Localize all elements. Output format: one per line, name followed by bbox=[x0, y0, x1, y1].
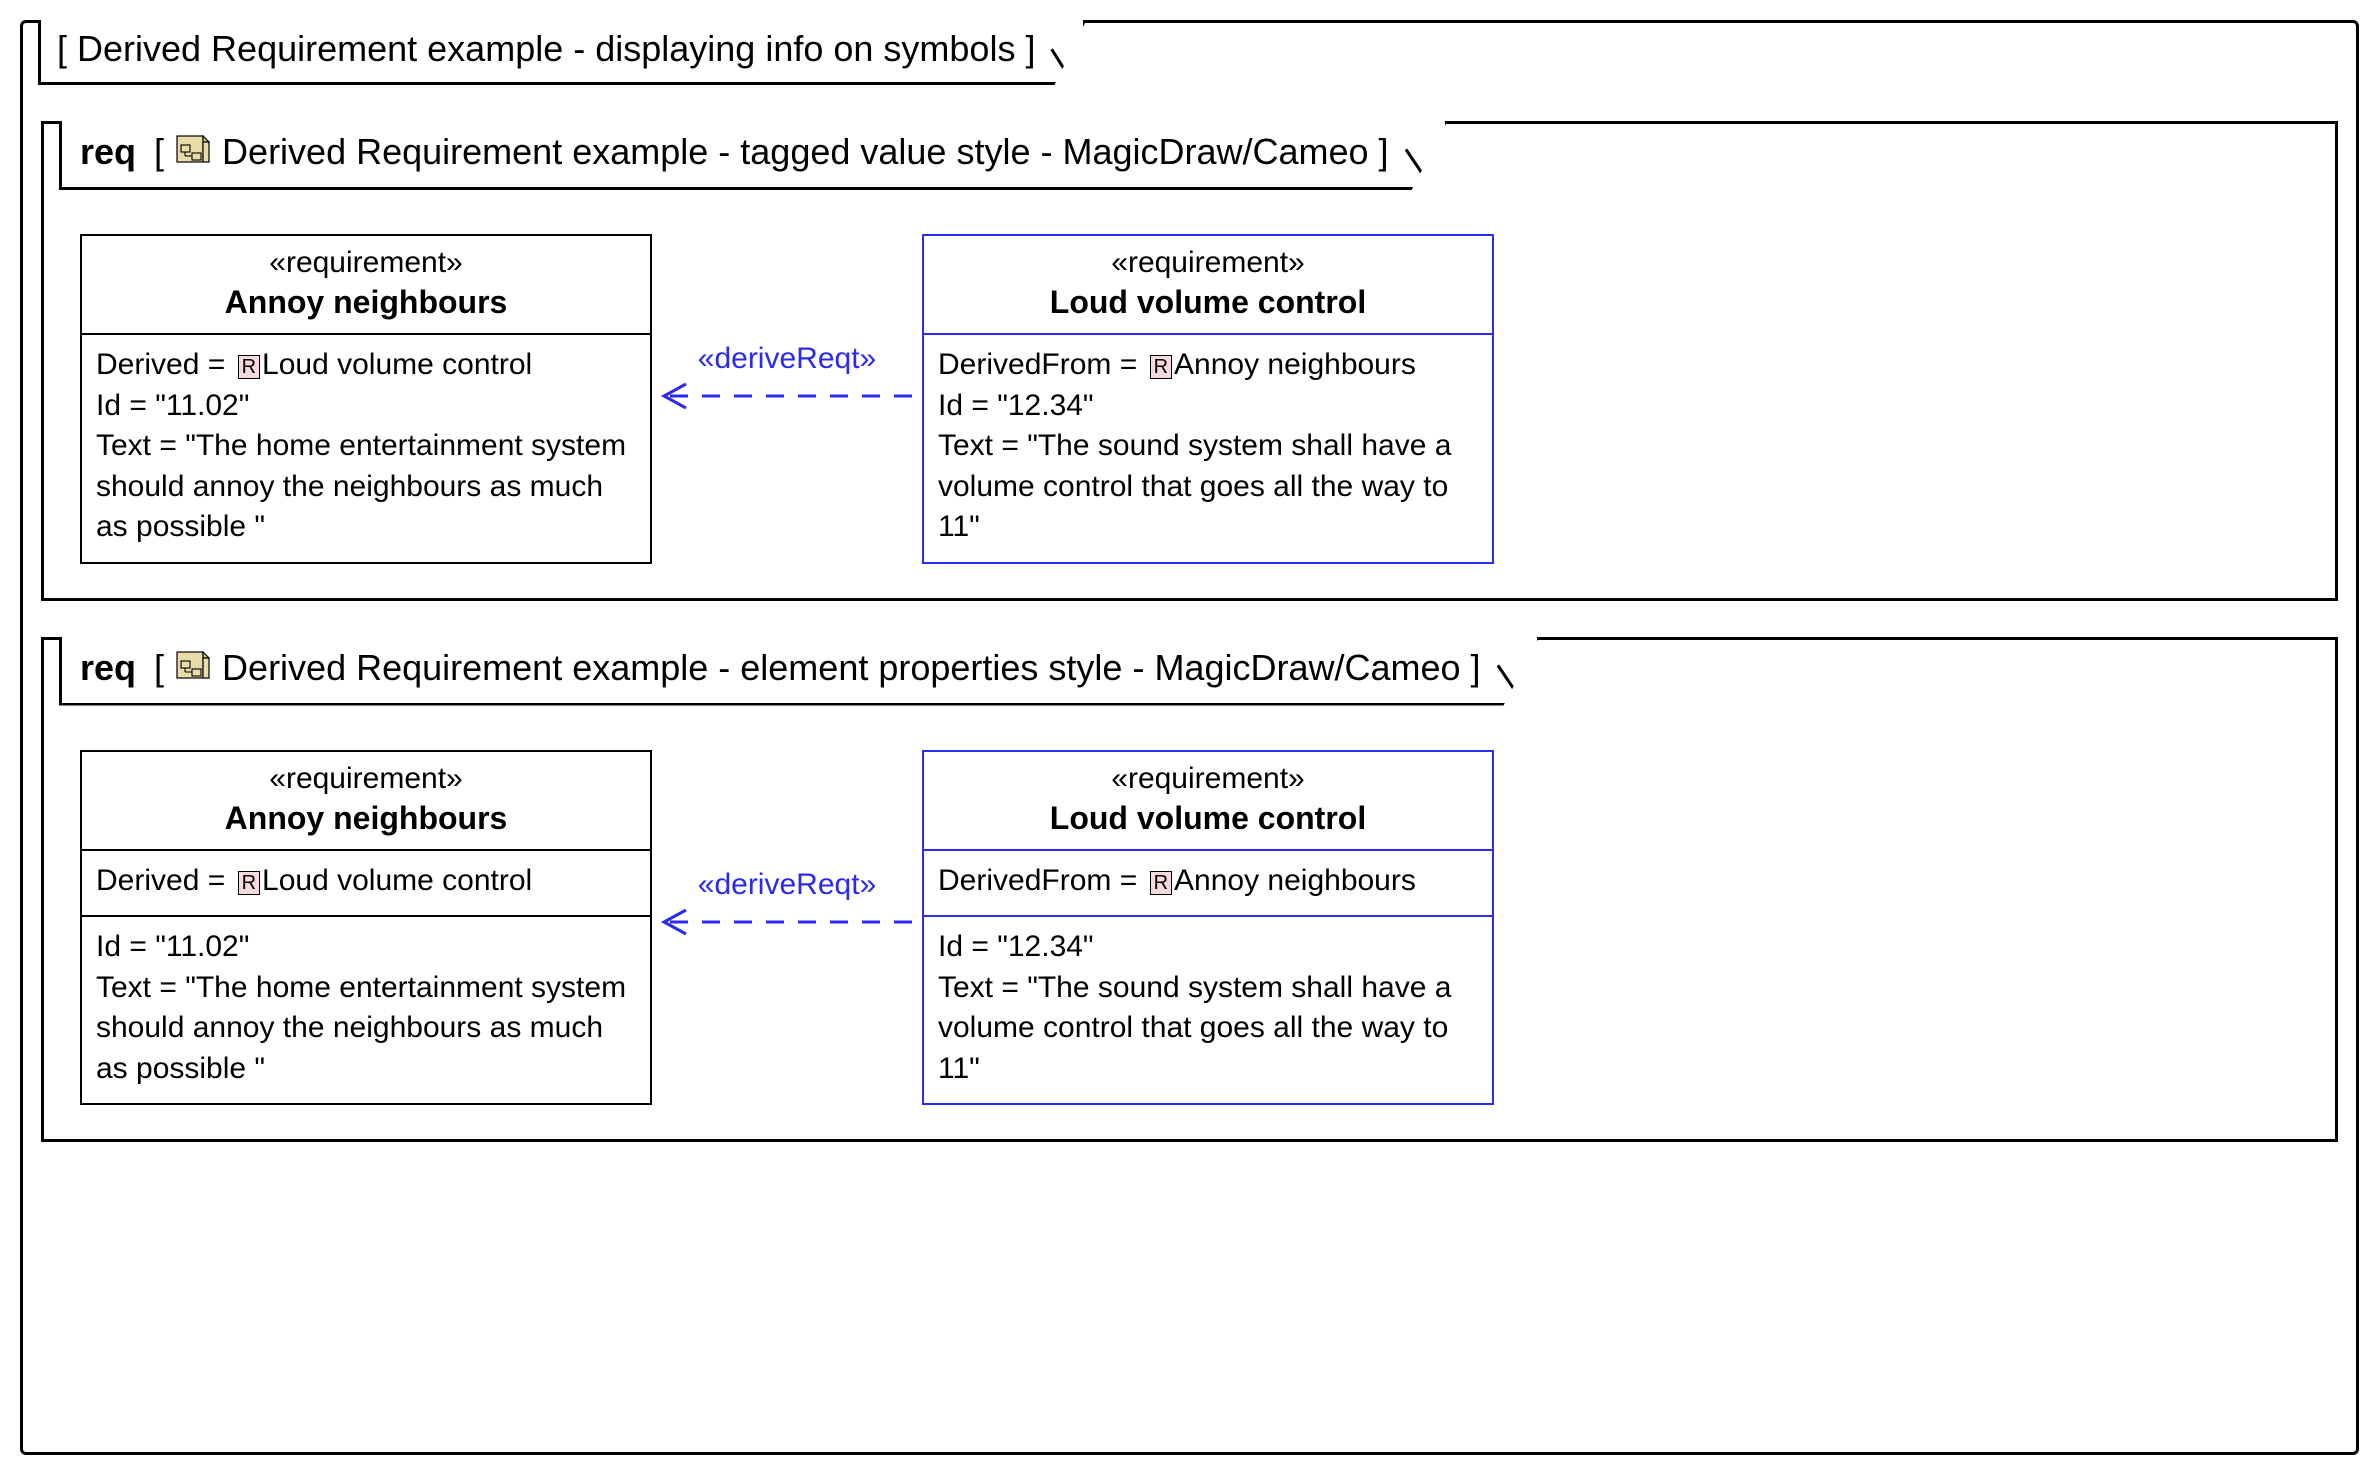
bracket: [ bbox=[154, 131, 164, 173]
requirement-box-left: «requirement» Annoy neighbours Derived =… bbox=[80, 234, 652, 564]
outer-frame-title: [ Derived Requirement example - displayi… bbox=[57, 28, 1035, 69]
property-line: Text = "The home entertainment system sh… bbox=[96, 426, 636, 548]
diagram-title: Derived Requirement example - tagged val… bbox=[222, 131, 1389, 173]
requirement-badge-icon: R bbox=[238, 355, 260, 379]
panels-host: req [ Derived Requirement example - tagg… bbox=[41, 121, 2338, 1142]
property-line: DerivedFrom = RAnnoy neighbours bbox=[938, 861, 1478, 902]
requirement-name: Loud volume control bbox=[932, 284, 1484, 321]
diagram-kind-label: req bbox=[80, 647, 136, 689]
derive-connector: «deriveReqt» bbox=[652, 750, 922, 1106]
property-line: Text = "The sound system shall have a vo… bbox=[938, 968, 1478, 1090]
stereotype-label: «requirement» bbox=[932, 246, 1484, 280]
requirement-name: Loud volume control bbox=[932, 800, 1484, 837]
requirement-badge-icon: R bbox=[1150, 355, 1172, 379]
bracket: [ bbox=[154, 647, 164, 689]
property-line: Id = "11.02" bbox=[96, 927, 636, 968]
property-line: Derived = RLoud volume control bbox=[96, 861, 636, 902]
package-icon bbox=[176, 135, 210, 169]
req-diagram-frame: req [ Derived Requirement example - tagg… bbox=[41, 121, 2338, 601]
stereotype-label: «requirement» bbox=[90, 762, 642, 796]
requirement-header: «requirement» Loud volume control bbox=[924, 236, 1492, 335]
diagram-body: «requirement» Annoy neighbours Derived =… bbox=[62, 706, 2317, 1116]
requirement-header: «requirement» Annoy neighbours bbox=[82, 236, 650, 335]
requirement-box-left: «requirement» Annoy neighbours Derived =… bbox=[80, 750, 652, 1106]
requirement-section: Derived = RLoud volume controlId = "11.0… bbox=[82, 335, 650, 562]
property-line: Id = "11.02" bbox=[96, 386, 636, 427]
property-line: Text = "The home entertainment system sh… bbox=[96, 968, 636, 1090]
requirement-name: Annoy neighbours bbox=[90, 284, 642, 321]
property-line: Text = "The sound system shall have a vo… bbox=[938, 426, 1478, 548]
connector-label: «deriveReqt» bbox=[652, 342, 922, 376]
diagram-kind-label: req bbox=[80, 131, 136, 173]
requirement-section: DerivedFrom = RAnnoy neighboursId = "12.… bbox=[924, 335, 1492, 562]
diagram-title: Derived Requirement example - element pr… bbox=[222, 647, 1481, 689]
property-line: Id = "12.34" bbox=[938, 386, 1478, 427]
stereotype-label: «requirement» bbox=[932, 762, 1484, 796]
requirement-section: Id = "12.34"Text = "The sound system sha… bbox=[924, 915, 1492, 1103]
req-diagram-frame: req [ Derived Requirement example - elem… bbox=[41, 637, 2338, 1143]
outer-frame-tab: [ Derived Requirement example - displayi… bbox=[38, 20, 1086, 85]
connector-label: «deriveReqt» bbox=[652, 868, 922, 902]
stereotype-label: «requirement» bbox=[90, 246, 642, 280]
requirement-badge-icon: R bbox=[1150, 871, 1172, 895]
property-line: Id = "12.34" bbox=[938, 927, 1478, 968]
connector-arrow-icon bbox=[652, 384, 922, 386]
requirement-header: «requirement» Loud volume control bbox=[924, 752, 1492, 851]
requirement-section: Derived = RLoud volume control bbox=[82, 851, 650, 916]
req-diagram-tab: req [ Derived Requirement example - tagg… bbox=[59, 121, 1448, 190]
requirement-section: Id = "11.02"Text = "The home entertainme… bbox=[82, 915, 650, 1103]
requirement-header: «requirement» Annoy neighbours bbox=[82, 752, 650, 851]
derive-connector: «deriveReqt» bbox=[652, 234, 922, 564]
diagram-body: «requirement» Annoy neighbours Derived =… bbox=[62, 190, 2317, 574]
property-line: DerivedFrom = RAnnoy neighbours bbox=[938, 345, 1478, 386]
outer-frame: [ Derived Requirement example - displayi… bbox=[20, 20, 2359, 1455]
property-line: Derived = RLoud volume control bbox=[96, 345, 636, 386]
connector-arrow-icon bbox=[652, 910, 922, 912]
requirement-name: Annoy neighbours bbox=[90, 800, 642, 837]
package-icon bbox=[176, 651, 210, 685]
req-diagram-tab: req [ Derived Requirement example - elem… bbox=[59, 637, 1540, 706]
requirement-box-right: «requirement» Loud volume control Derive… bbox=[922, 234, 1494, 564]
requirement-section: DerivedFrom = RAnnoy neighbours bbox=[924, 851, 1492, 916]
requirement-badge-icon: R bbox=[238, 871, 260, 895]
requirement-box-right: «requirement» Loud volume control Derive… bbox=[922, 750, 1494, 1106]
